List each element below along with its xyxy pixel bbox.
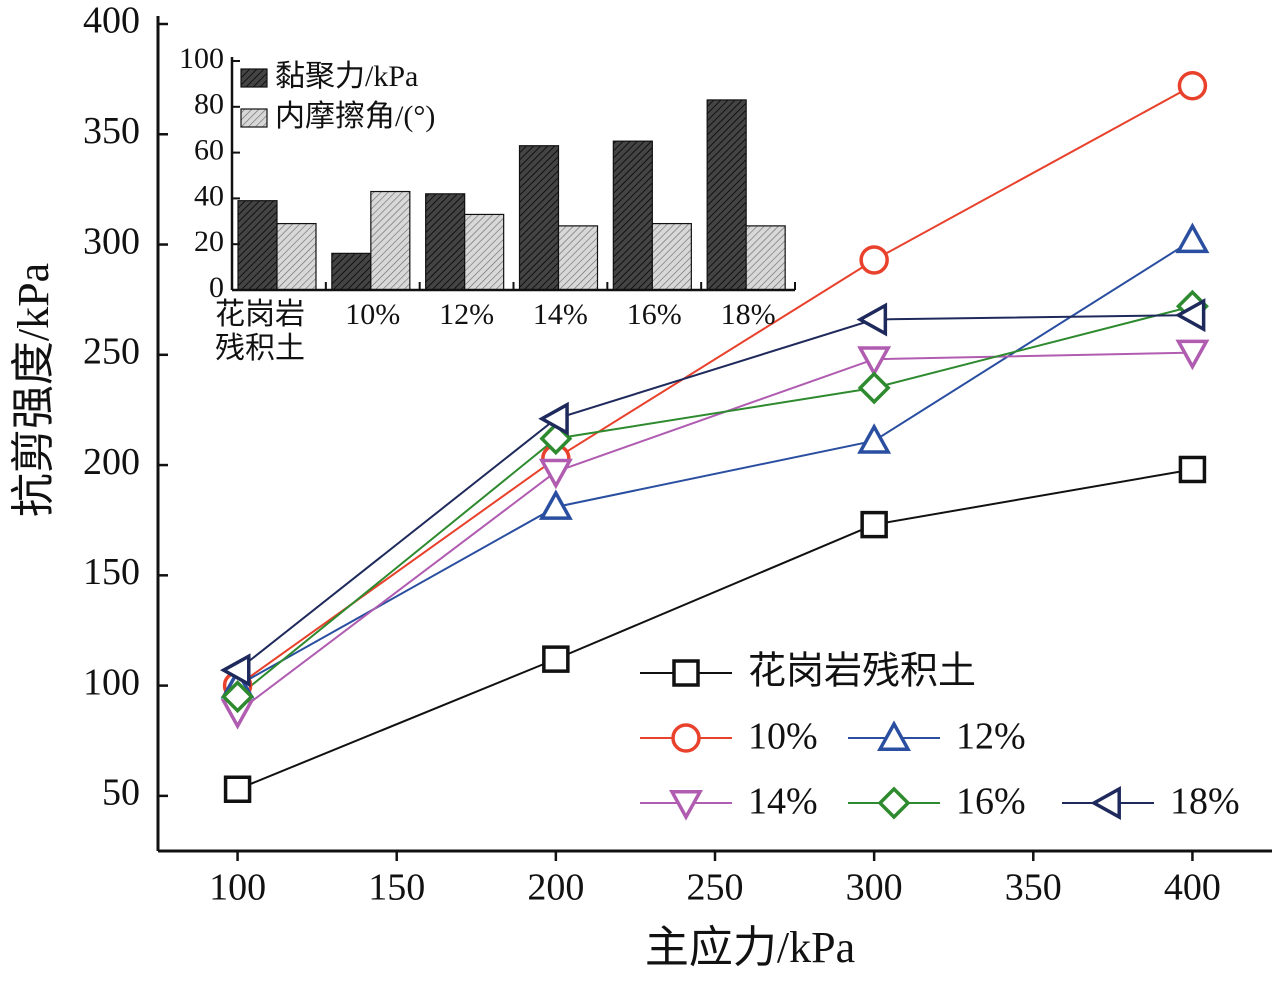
- y-tick-label: 100: [83, 661, 140, 703]
- bar: [370, 190, 411, 291]
- legend-swatch: [240, 108, 268, 128]
- inset-y-tick-label: 60: [194, 133, 224, 166]
- legend-marker: [877, 720, 911, 751]
- inset-category-label: 12%: [439, 298, 495, 331]
- legend-marker: [671, 723, 701, 753]
- bar: [276, 222, 317, 291]
- x-tick-label: 400: [1164, 867, 1221, 909]
- marker: [223, 775, 252, 804]
- y-axis-title: 抗剪强度/kPa: [9, 263, 58, 517]
- inset-y-tick-label: 80: [194, 88, 224, 121]
- y-tick-label: 350: [83, 110, 140, 152]
- marker: [538, 458, 573, 490]
- x-tick-label: 100: [209, 867, 266, 909]
- marker: [857, 371, 891, 405]
- bar: [706, 99, 747, 291]
- bar: [331, 252, 372, 291]
- inset-y-tick-label: 100: [179, 42, 224, 75]
- legend-label: 12%: [956, 716, 1026, 758]
- inset-y-tick-label: 40: [194, 179, 224, 212]
- x-tick-label: 250: [687, 867, 744, 909]
- y-tick-label: 400: [83, 0, 140, 42]
- legend-marker: [672, 659, 700, 687]
- bar: [651, 222, 692, 291]
- marker: [860, 510, 888, 539]
- marker: [542, 645, 570, 673]
- marker: [1177, 70, 1208, 101]
- series-line: [237, 468, 1193, 791]
- series-line: [236, 314, 1193, 671]
- inset-y-tick-label: 0: [209, 271, 224, 304]
- bar: [745, 225, 786, 291]
- marker: [857, 423, 892, 454]
- legend-marker: [669, 790, 703, 821]
- x-axis-title: 主应力/kPa: [645, 923, 855, 972]
- legend-label: 16%: [956, 781, 1026, 823]
- bar: [425, 193, 466, 291]
- marker: [857, 346, 892, 377]
- legend-marker: [1090, 786, 1121, 820]
- marker: [1175, 339, 1210, 371]
- marker: [219, 653, 251, 688]
- inset-category-label: 14%: [532, 298, 588, 331]
- x-tick-label: 350: [1005, 867, 1062, 909]
- y-tick-label: 200: [83, 441, 140, 483]
- bar: [237, 200, 278, 291]
- bar: [518, 145, 560, 291]
- bar: [557, 225, 599, 291]
- legend-label: 黏聚力/kPa: [275, 60, 418, 93]
- y-tick-label: 50: [102, 772, 140, 814]
- series-line: [236, 84, 1193, 687]
- series-line: [236, 305, 1193, 698]
- marker: [856, 302, 888, 337]
- marker: [221, 680, 255, 714]
- marker: [538, 401, 569, 436]
- bar: [612, 140, 653, 291]
- inset-category-label: 16%: [626, 298, 682, 331]
- series-line: [237, 239, 1193, 687]
- legend-label: 内摩擦角/(°): [275, 100, 435, 133]
- legend-swatch: [240, 68, 268, 88]
- inset-category-label: 18%: [720, 298, 776, 331]
- legend-marker: [877, 786, 911, 820]
- marker: [1175, 222, 1210, 254]
- marker: [538, 489, 573, 520]
- legend-label: 14%: [748, 781, 818, 823]
- legend-label: 10%: [748, 716, 818, 758]
- series-line: [236, 351, 1193, 713]
- legend-label: 18%: [1170, 781, 1240, 823]
- marker: [859, 245, 889, 275]
- inset-category-label: 花岗岩残积土: [215, 298, 305, 365]
- x-tick-label: 200: [527, 867, 584, 909]
- marker: [1174, 298, 1206, 333]
- bar: [464, 213, 505, 291]
- y-tick-label: 300: [83, 220, 140, 262]
- legend-label: 花岗岩残积土: [748, 651, 976, 693]
- marker: [1178, 455, 1207, 484]
- inset-category-label: 10%: [345, 298, 401, 331]
- x-tick-label: 300: [846, 867, 903, 909]
- y-tick-label: 150: [83, 551, 140, 593]
- y-tick-label: 250: [83, 331, 140, 373]
- x-tick-label: 150: [368, 867, 425, 909]
- inset-y-tick-label: 20: [194, 225, 224, 258]
